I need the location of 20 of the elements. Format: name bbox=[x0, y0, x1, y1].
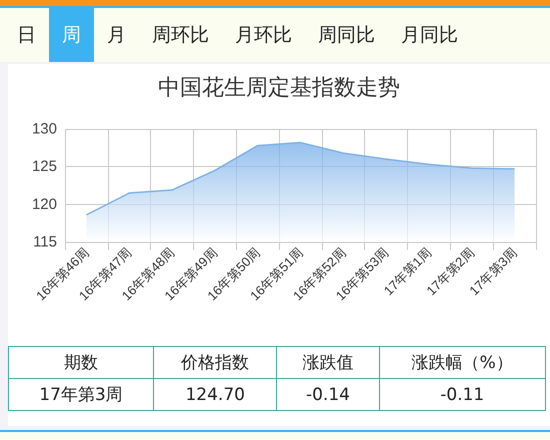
text: 周环比 bbox=[151, 23, 210, 48]
text: 17年第3周 bbox=[8, 378, 154, 410]
text: 日 bbox=[16, 23, 37, 48]
text: 月环比 bbox=[234, 23, 293, 48]
text: 月同比 bbox=[400, 23, 459, 48]
text: -0.14 bbox=[276, 378, 379, 410]
y-tick-label: 120 bbox=[32, 196, 57, 213]
text: 期数 bbox=[8, 346, 154, 378]
text: 124.70 bbox=[153, 378, 277, 410]
y-tick-label: 115 bbox=[33, 234, 57, 250]
chart-title: 中国花生周定基指数走势 bbox=[158, 76, 400, 100]
y-tick-label: 125 bbox=[32, 158, 57, 176]
y-tick-label: 130 bbox=[32, 120, 57, 138]
text: 涨跌值 bbox=[276, 346, 379, 378]
text: 周同比 bbox=[317, 23, 376, 48]
text: 周 bbox=[49, 8, 94, 62]
text: 涨跌幅（%） bbox=[379, 346, 546, 378]
text: -0.11 bbox=[379, 378, 546, 410]
text: 月 bbox=[106, 23, 127, 48]
text: 价格指数 bbox=[153, 346, 277, 378]
